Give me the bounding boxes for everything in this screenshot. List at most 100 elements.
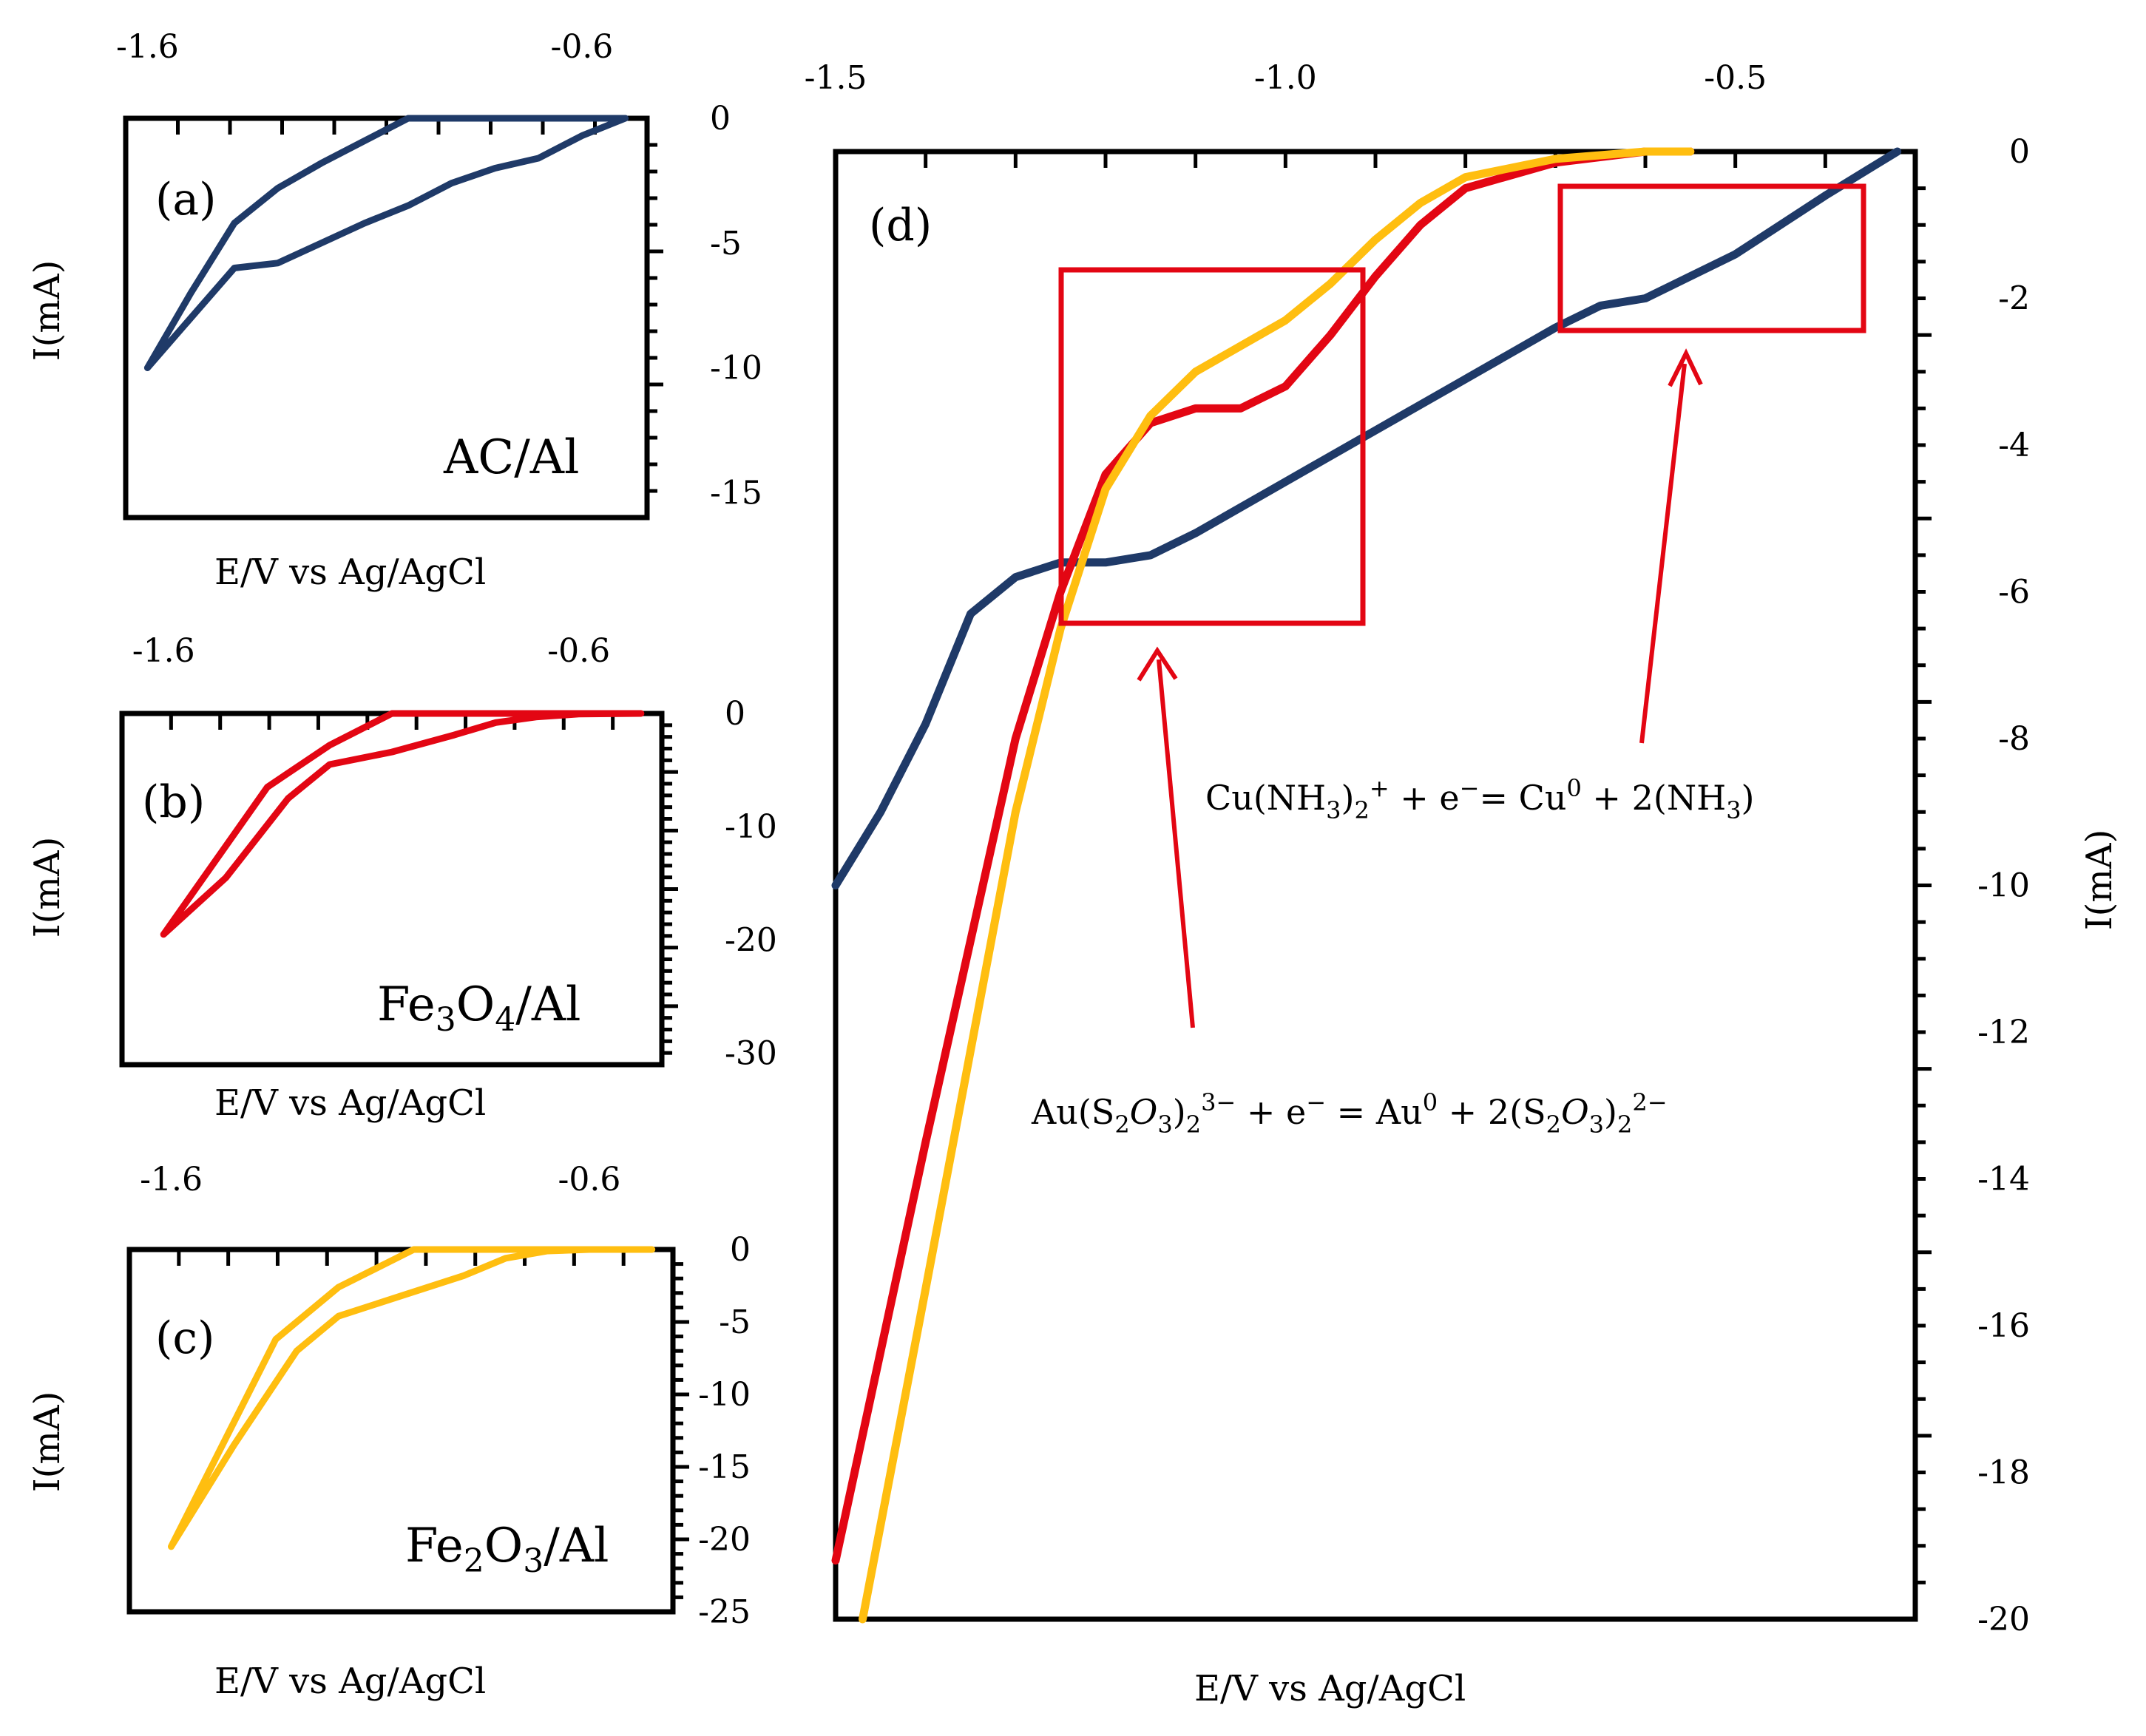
y-tick-label-a: -15 xyxy=(710,474,762,512)
cu-eq-s2: 2 xyxy=(1354,796,1369,824)
panel-c-material-al: /Al xyxy=(544,1519,609,1573)
cu-arrow xyxy=(1642,364,1685,743)
panel-b-material-sub2: 4 xyxy=(495,1001,515,1039)
panel-b-xlabel: E/V vs Ag/AgCl xyxy=(214,1082,486,1124)
y-tick-label-d: -4 xyxy=(1998,427,2030,464)
y-tick-label-b: -10 xyxy=(725,808,777,846)
au-arrow xyxy=(1159,660,1193,1028)
panel-d: (d) E/V vs Ag/AgCl I(mA) -1.5 -1.0 -0.5 0 -2… xyxy=(805,59,2120,1709)
panel-b-material-sub1: 3 xyxy=(436,1001,456,1039)
x-tick-label-d: -1.0 xyxy=(1254,59,1317,97)
au-reduction-box xyxy=(1061,270,1363,623)
cu-eq-p5: + 2(NH xyxy=(1582,778,1726,818)
panel-a-material: AC/Al xyxy=(443,430,579,485)
panel-b-material-o: O xyxy=(456,977,495,1032)
y-tick-label-d: -16 xyxy=(1977,1307,2030,1345)
panel-b-material-fe: Fe xyxy=(377,977,436,1032)
y-tick-label-b: -20 xyxy=(725,921,777,959)
y-tick-label-a: -5 xyxy=(710,225,742,262)
x-tick-label-d: -0.5 xyxy=(1704,59,1767,97)
au-eq-s5: 3 xyxy=(1589,1111,1604,1139)
au-eq-s6: 2 xyxy=(1617,1111,1632,1139)
x-tick-label-a: -0.6 xyxy=(550,28,613,66)
y-tick-label-c: -5 xyxy=(719,1303,751,1341)
y-tick-label-d: 0 xyxy=(2009,133,2030,171)
panel-c-label: (c) xyxy=(155,1312,214,1364)
cu-eq-sup1: + xyxy=(1370,774,1390,802)
y-tick-label-c: -10 xyxy=(698,1376,751,1414)
au-eq-s1: 2 xyxy=(1114,1111,1129,1139)
panel-c-material-o: O xyxy=(484,1519,523,1573)
panel-c-material-sub2: 3 xyxy=(523,1542,544,1580)
y-tick-label-d: -18 xyxy=(1977,1454,2030,1492)
au-eq-s4: 2 xyxy=(1546,1111,1561,1139)
series-line-d-acal xyxy=(836,152,1898,886)
au-eq-p3: ) xyxy=(1173,1092,1186,1132)
x-tick-label-b: -0.6 xyxy=(547,632,610,670)
x-tick-label-c: -0.6 xyxy=(558,1161,621,1198)
au-eq-s3: 2 xyxy=(1186,1111,1201,1139)
y-tick-label-d: -12 xyxy=(1977,1014,2030,1051)
au-eq-p6: + 2(S xyxy=(1438,1092,1546,1132)
panel-d-label: (d) xyxy=(869,200,932,251)
au-eq-s2: 3 xyxy=(1157,1111,1172,1139)
y-tick-label-c: -15 xyxy=(698,1448,751,1486)
au-eq-p7: O xyxy=(1561,1092,1589,1132)
series-line-a-acal xyxy=(147,118,625,368)
series-line-d-fe3o4al xyxy=(836,152,1690,1561)
panel-d-xlabel: E/V vs Ag/AgCl xyxy=(1194,1668,1466,1709)
panel-b-ylabel: I(mA) xyxy=(27,837,68,938)
y-tick-label-d: -20 xyxy=(1977,1601,2030,1638)
panel-a-xlabel: E/V vs Ag/AgCl xyxy=(214,552,486,593)
cu-eq-p4: = Cu xyxy=(1479,778,1566,818)
panel-d-ylabel: I(mA) xyxy=(2079,830,2120,931)
panel-c-xlabel: E/V vs Ag/AgCl xyxy=(214,1661,486,1702)
cu-eq-p2: ) xyxy=(1341,778,1355,818)
panel-b: (b) Fe3O4/Al E/V vs Ag/AgCl I(mA) -1.6 -0… xyxy=(27,632,777,1124)
panel-c-ylabel: I(mA) xyxy=(27,1391,68,1493)
cu-eq-p1: Cu(NH xyxy=(1205,778,1326,818)
figure: (a) AC/Al E/V vs Ag/AgCl I(mA) -1.6 -0.6 0… xyxy=(0,0,2146,1736)
panel-a: (a) AC/Al E/V vs Ag/AgCl I(mA) -1.6 -0.6 0… xyxy=(27,28,762,593)
panel-b-material-al: /Al xyxy=(515,977,580,1032)
panel-b-material: Fe3O4/Al xyxy=(377,977,581,1039)
au-eq-p5: = Au xyxy=(1326,1092,1423,1132)
y-tick-label-c: -20 xyxy=(698,1521,751,1559)
au-eq-p2: O xyxy=(1130,1092,1158,1132)
panel-b-label: (b) xyxy=(142,776,205,828)
cu-eq-p6: ) xyxy=(1741,778,1755,818)
cu-eq-p3: + e xyxy=(1390,778,1460,818)
cu-eq-sup2: − xyxy=(1460,774,1480,802)
y-tick-label-b: 0 xyxy=(725,695,745,733)
panel-c-material-fe: Fe xyxy=(405,1519,464,1573)
series-line-c-fe2o3al xyxy=(172,1250,652,1547)
cu-eq-s1: 3 xyxy=(1326,796,1341,824)
x-tick-label-a: -1.6 xyxy=(116,28,179,66)
y-tick-label-d: -10 xyxy=(1977,867,2030,905)
panel-a-label: (a) xyxy=(155,174,217,226)
y-tick-label-a: -10 xyxy=(710,350,762,387)
cu-equation: Cu(NH3)2+ + e−= Cu0 + 2(NH3) xyxy=(1205,774,1755,824)
y-tick-label-d: -8 xyxy=(1998,720,2030,758)
au-eq-p8: ) xyxy=(1604,1092,1617,1132)
y-tick-label-c: 0 xyxy=(730,1231,751,1269)
au-eq-p4: + e xyxy=(1236,1092,1306,1132)
x-tick-label-c: -1.6 xyxy=(140,1161,203,1198)
au-eq-sup2: − xyxy=(1306,1088,1326,1116)
au-eq-sup3: 0 xyxy=(1423,1088,1438,1116)
au-eq-p1: Au(S xyxy=(1031,1092,1114,1132)
panel-c-material: Fe2O3/Al xyxy=(405,1519,609,1580)
au-eq-sup4: 2− xyxy=(1632,1088,1667,1116)
y-tick-label-d: -6 xyxy=(1998,574,2030,611)
y-tick-label-b: -30 xyxy=(725,1035,777,1073)
y-tick-label-c: -25 xyxy=(698,1593,751,1631)
y-tick-label-d: -2 xyxy=(1998,280,2030,318)
x-tick-label-d: -1.5 xyxy=(805,59,867,97)
cu-eq-s3: 3 xyxy=(1726,796,1741,824)
cu-eq-sup3: 0 xyxy=(1566,774,1581,802)
panel-c-material-sub1: 2 xyxy=(464,1542,484,1580)
au-eq-sup1: 3− xyxy=(1201,1088,1236,1116)
plot-frame-d xyxy=(836,152,1915,1619)
y-tick-label-a: 0 xyxy=(710,100,731,138)
series-line-b-fe3o4al xyxy=(163,713,641,935)
